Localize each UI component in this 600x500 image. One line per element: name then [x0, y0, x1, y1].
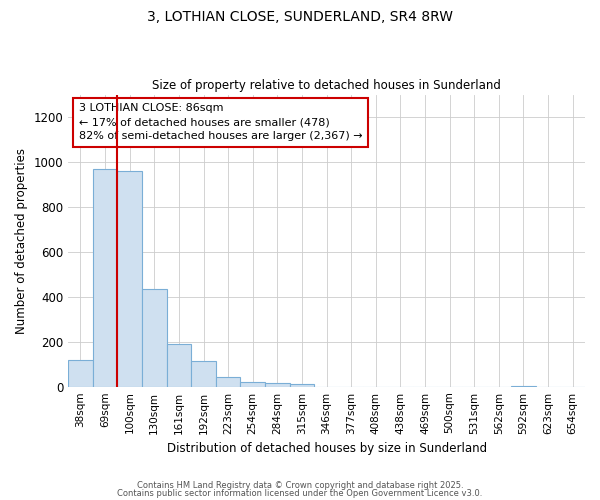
Text: Contains public sector information licensed under the Open Government Licence v3: Contains public sector information licen… — [118, 488, 482, 498]
Bar — [167, 344, 191, 387]
Bar — [142, 289, 167, 386]
Bar — [118, 171, 142, 386]
Bar — [290, 384, 314, 386]
Bar — [265, 384, 290, 386]
Bar — [93, 168, 118, 386]
Y-axis label: Number of detached properties: Number of detached properties — [15, 148, 28, 334]
Bar — [216, 376, 241, 386]
Title: Size of property relative to detached houses in Sunderland: Size of property relative to detached ho… — [152, 79, 501, 92]
Bar — [241, 382, 265, 386]
X-axis label: Distribution of detached houses by size in Sunderland: Distribution of detached houses by size … — [167, 442, 487, 455]
Bar — [68, 360, 93, 386]
Text: Contains HM Land Registry data © Crown copyright and database right 2025.: Contains HM Land Registry data © Crown c… — [137, 481, 463, 490]
Text: 3, LOTHIAN CLOSE, SUNDERLAND, SR4 8RW: 3, LOTHIAN CLOSE, SUNDERLAND, SR4 8RW — [147, 10, 453, 24]
Text: 3 LOTHIAN CLOSE: 86sqm
← 17% of detached houses are smaller (478)
82% of semi-de: 3 LOTHIAN CLOSE: 86sqm ← 17% of detached… — [79, 104, 362, 142]
Bar — [191, 361, 216, 386]
